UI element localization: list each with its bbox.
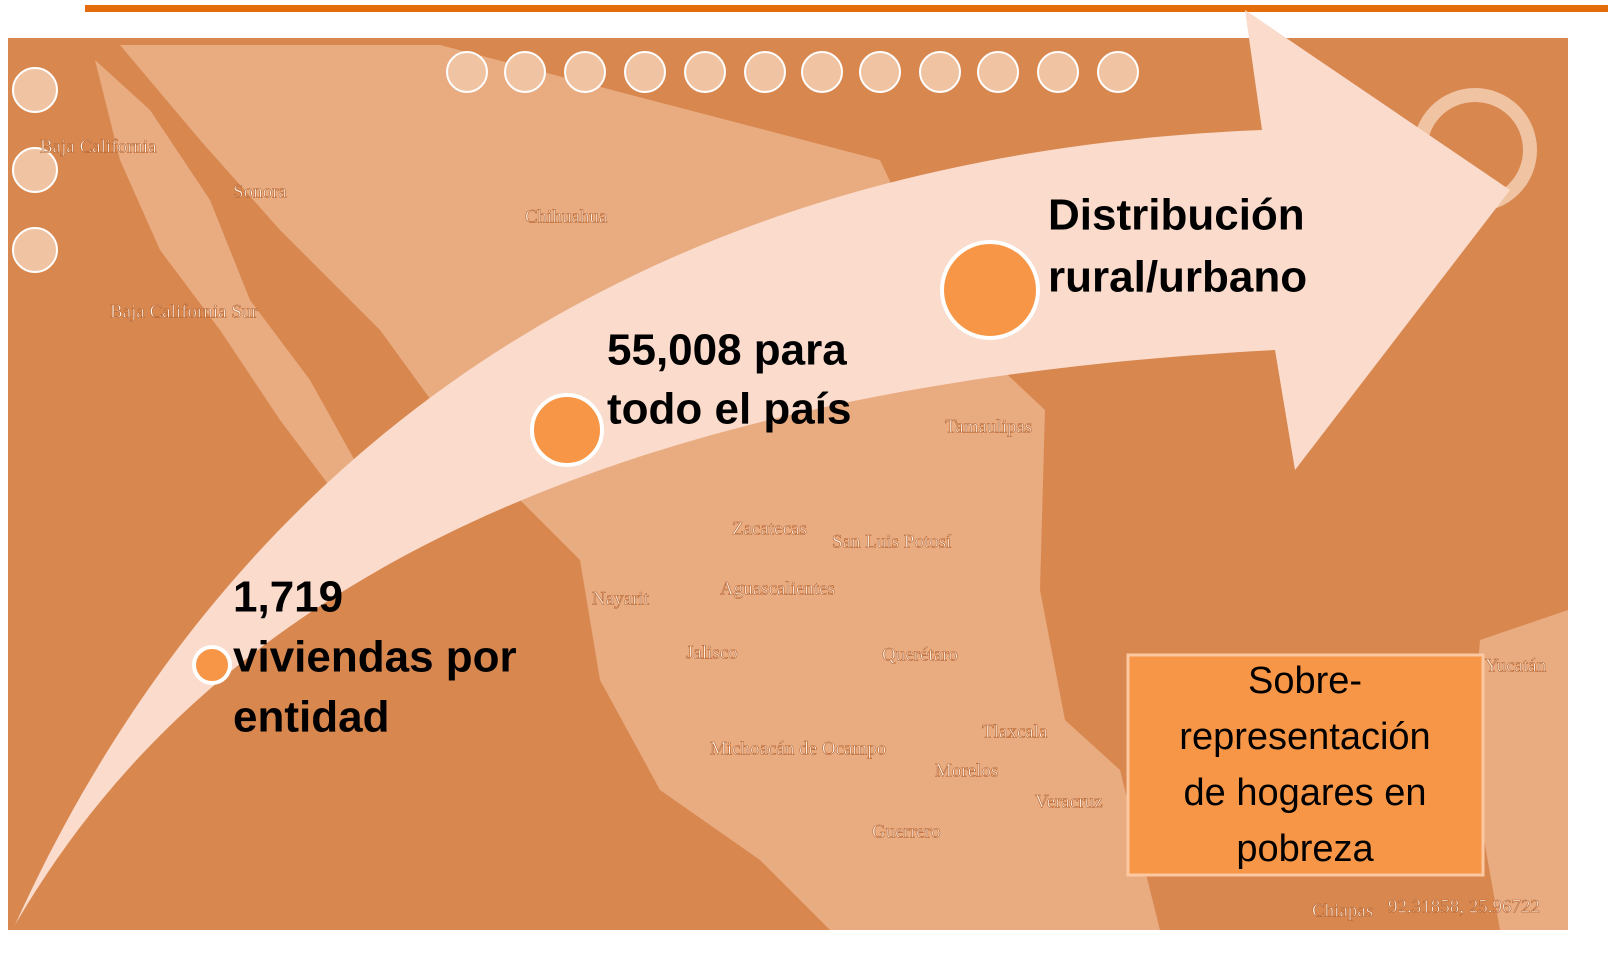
map-coordinates: 92.31858, 25.96722 <box>1388 896 1540 917</box>
callout-line: pobreza <box>1236 828 1374 870</box>
top-rule <box>85 5 1608 12</box>
milestone-text: todo el país <box>607 385 851 434</box>
map-label: Michoacán de Ocampo <box>710 738 886 759</box>
map-label: Chiapas <box>1312 900 1373 921</box>
milestone-dot <box>194 647 230 683</box>
map-label: Aguascalientes <box>720 578 835 599</box>
milestone-dot <box>942 242 1038 338</box>
map-label: Yucatán <box>1485 655 1547 676</box>
map-label: Sonora <box>233 181 287 202</box>
callout-line: representación <box>1179 716 1430 758</box>
callout-line: de hogares en <box>1184 772 1427 814</box>
milestone-text: 55,008 para <box>607 326 847 375</box>
map-label: Baja California Sur <box>110 301 258 322</box>
map-label: Tlaxcala <box>982 721 1048 742</box>
map-label: Querétaro <box>882 644 958 665</box>
map-label: Nayarit <box>592 588 650 609</box>
map-label: Tamaulipas <box>945 416 1032 437</box>
milestone-dot <box>532 395 602 465</box>
map-label: Morelos <box>935 760 998 781</box>
map-label: Zacatecas <box>732 518 807 539</box>
milestone-text: Distribución <box>1048 191 1305 240</box>
map-label: Chihuahua <box>525 206 608 227</box>
map-label: Veracruz <box>1035 791 1103 812</box>
map-label: Guerrero <box>872 821 941 842</box>
map-label: Baja California <box>40 136 157 157</box>
slide: Baja California Sonora Chihuahua Baja Calif… <box>0 0 1608 955</box>
callout-line: Sobre- <box>1248 660 1362 702</box>
milestone-text: 1,719 <box>233 573 343 622</box>
milestone-text: entidad <box>233 693 389 742</box>
map-label: Jalisco <box>686 642 738 663</box>
map-label: San Luis Potosí <box>832 531 952 552</box>
milestone-text: viviendas por <box>233 633 517 682</box>
milestone-text: rural/urbano <box>1048 253 1307 302</box>
